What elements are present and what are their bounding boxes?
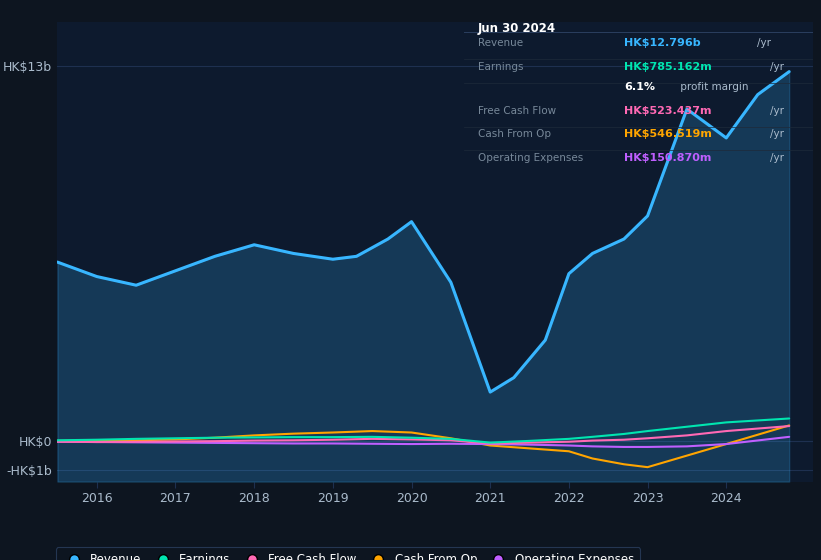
Text: Revenue: Revenue — [478, 38, 523, 48]
Text: /yr: /yr — [770, 129, 784, 139]
Text: Jun 30 2024: Jun 30 2024 — [478, 21, 556, 35]
Text: Cash From Op: Cash From Op — [478, 129, 551, 139]
Text: 6.1%: 6.1% — [624, 82, 655, 92]
Text: HK$785.162m: HK$785.162m — [624, 62, 712, 72]
Text: HK$12.796b: HK$12.796b — [624, 38, 701, 48]
Text: Earnings: Earnings — [478, 62, 523, 72]
Text: /yr: /yr — [770, 153, 784, 162]
Text: profit margin: profit margin — [677, 82, 749, 92]
Text: Free Cash Flow: Free Cash Flow — [478, 105, 556, 115]
Text: HK$546.519m: HK$546.519m — [624, 129, 713, 139]
Text: Operating Expenses: Operating Expenses — [478, 153, 583, 162]
Text: HK$523.437m: HK$523.437m — [624, 105, 712, 115]
Text: /yr: /yr — [770, 105, 784, 115]
Text: HK$150.870m: HK$150.870m — [624, 153, 712, 162]
Legend: Revenue, Earnings, Free Cash Flow, Cash From Op, Operating Expenses: Revenue, Earnings, Free Cash Flow, Cash … — [56, 547, 640, 560]
Text: /yr: /yr — [770, 62, 784, 72]
Text: /yr: /yr — [757, 38, 771, 48]
